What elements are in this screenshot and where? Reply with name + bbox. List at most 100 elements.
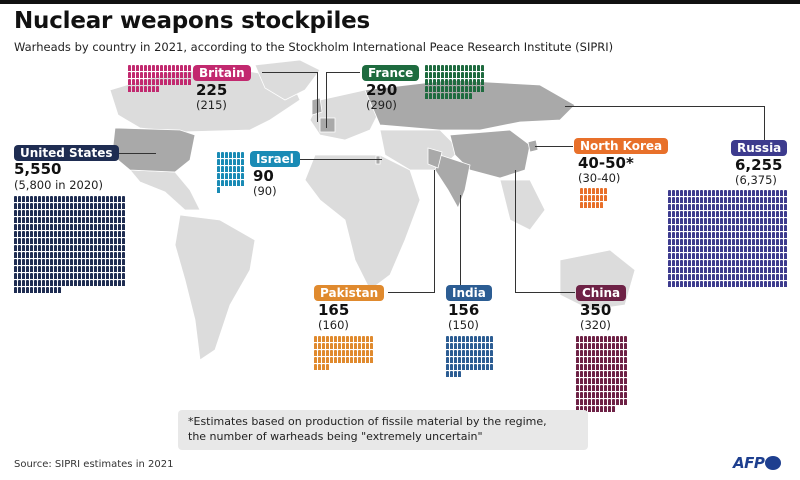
warhead-icon: [736, 274, 739, 280]
warhead-icon: [314, 336, 317, 342]
warhead-icon: [18, 224, 21, 230]
warhead-icon: [592, 392, 595, 398]
previous-france: (290): [366, 98, 397, 112]
warhead-icon: [736, 260, 739, 266]
warhead-icon: [716, 281, 719, 287]
warhead-icon: [672, 204, 675, 210]
warhead-icon: [62, 196, 65, 202]
warhead-icon: [764, 232, 767, 238]
warhead-icon: [688, 190, 691, 196]
warhead-icon: [454, 350, 457, 356]
warhead-icon: [612, 378, 615, 384]
warhead-icon: [18, 238, 21, 244]
warhead-icon: [38, 238, 41, 244]
badge-israel: Israel: [250, 151, 300, 167]
warhead-icon: [90, 252, 93, 258]
warhead-icon: [229, 180, 232, 186]
warhead-icon: [58, 273, 61, 279]
warhead-icon: [696, 218, 699, 224]
warhead-icon: [604, 371, 607, 377]
warhead-icon: [78, 273, 81, 279]
warhead-icon: [66, 259, 69, 265]
warhead-icon: [716, 197, 719, 203]
warhead-icon: [122, 217, 125, 223]
afp-logo-text: AFP: [733, 454, 765, 472]
warhead-icon: [584, 357, 587, 363]
warhead-icon: [136, 65, 139, 71]
warhead-icon: [780, 281, 783, 287]
warhead-icon: [34, 273, 37, 279]
warhead-icon: [756, 239, 759, 245]
warhead-icon: [437, 72, 440, 78]
warhead-icon: [764, 204, 767, 210]
warhead-icon: [102, 273, 105, 279]
warhead-icon: [624, 357, 627, 363]
warhead-icon: [620, 378, 623, 384]
warhead-icon: [740, 253, 743, 259]
warhead-icon: [760, 204, 763, 210]
warhead-icon: [576, 385, 579, 391]
warhead-icon: [462, 336, 465, 342]
warhead-icon: [54, 238, 57, 244]
warhead-icon: [122, 203, 125, 209]
warhead-icon: [760, 274, 763, 280]
warhead-icon: [740, 246, 743, 252]
warhead-icon: [102, 252, 105, 258]
warhead-icon: [764, 274, 767, 280]
warhead-icon: [580, 406, 583, 412]
warhead-icon: [580, 385, 583, 391]
warhead-icon: [18, 203, 21, 209]
warhead-icon: [600, 350, 603, 356]
warhead-icon: [74, 203, 77, 209]
warhead-icon: [38, 273, 41, 279]
warhead-icon: [90, 266, 93, 272]
warhead-icon: [760, 197, 763, 203]
warhead-icon: [608, 364, 611, 370]
warhead-icon: [776, 218, 779, 224]
warhead-icon: [696, 253, 699, 259]
warhead-icon: [98, 196, 101, 202]
warhead-icon: [772, 281, 775, 287]
warhead-icons-china: [576, 336, 628, 413]
map-greenland: [254, 60, 321, 101]
warhead-icon: [588, 357, 591, 363]
warhead-icon: [22, 231, 25, 237]
warhead-icon: [114, 273, 117, 279]
warhead-icon: [46, 287, 49, 293]
warhead-icon: [720, 246, 723, 252]
warhead-icon: [114, 238, 117, 244]
map-central-america: [129, 169, 201, 211]
warhead-icon: [592, 336, 595, 342]
warhead-icon: [54, 231, 57, 237]
warhead-icon: [732, 253, 735, 259]
warhead-icon: [780, 246, 783, 252]
warhead-icon: [172, 65, 175, 71]
warhead-icon: [18, 252, 21, 258]
warhead-icon: [612, 357, 615, 363]
warhead-icon: [449, 72, 452, 78]
warhead-icon: [217, 166, 220, 172]
warhead-icon: [188, 79, 191, 85]
warhead-icon: [596, 357, 599, 363]
warhead-icon: [465, 65, 468, 71]
warhead-icon: [740, 190, 743, 196]
warhead-icon: [604, 364, 607, 370]
warhead-icon: [486, 350, 489, 356]
warhead-icon: [106, 259, 109, 265]
warhead-icon: [114, 280, 117, 286]
warhead-icon: [752, 253, 755, 259]
warhead-icon: [768, 239, 771, 245]
warhead-icon: [453, 93, 456, 99]
warhead-icon: [34, 259, 37, 265]
warhead-icon: [168, 79, 171, 85]
warhead-icon: [14, 273, 17, 279]
warhead-icon: [118, 196, 121, 202]
warhead-icon: [684, 211, 687, 217]
warhead-icon: [354, 350, 357, 356]
leader-line-france: [326, 72, 360, 73]
warhead-icon: [118, 273, 121, 279]
warhead-icon: [106, 238, 109, 244]
warhead-icon: [30, 252, 33, 258]
warhead-icon: [720, 253, 723, 259]
leader-line-pakistan-v: [434, 170, 435, 293]
